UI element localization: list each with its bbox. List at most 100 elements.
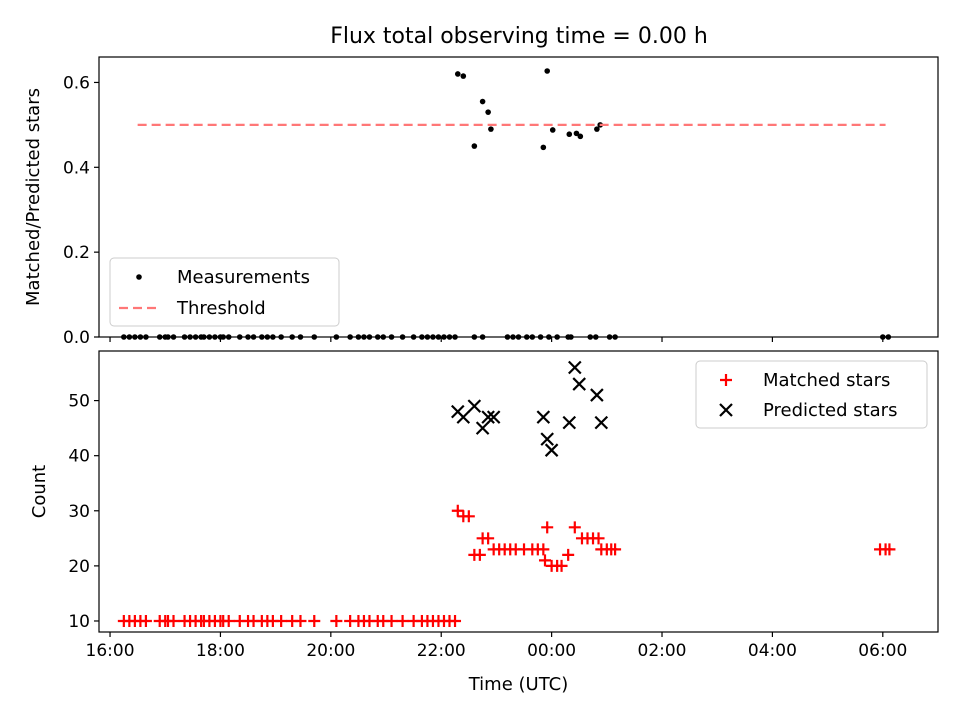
legend-dot-icon bbox=[136, 274, 142, 280]
measurement-point bbox=[430, 334, 436, 340]
predicted-star-point bbox=[456, 410, 471, 424]
measurement-point bbox=[479, 334, 486, 340]
measurement-point bbox=[441, 334, 447, 340]
measurement-point bbox=[137, 334, 144, 340]
predicted-star-point bbox=[594, 415, 609, 430]
y-tick-label: 0.6 bbox=[63, 73, 90, 93]
x-tick-label: 00:00 bbox=[527, 641, 576, 661]
predicted-star-point bbox=[590, 388, 604, 402]
legend-label-matched: Matched stars bbox=[763, 370, 890, 391]
measurement-point bbox=[361, 334, 367, 340]
predicted-star-point bbox=[536, 410, 551, 424]
legend-box bbox=[109, 257, 340, 327]
y-tick-label: 0.0 bbox=[63, 328, 90, 348]
measurement-point bbox=[187, 334, 193, 340]
measurement-point bbox=[297, 334, 304, 340]
measurement-point bbox=[419, 334, 425, 340]
y-tick-label: 50 bbox=[68, 392, 90, 412]
matched-star-point bbox=[562, 548, 575, 561]
measurement-point bbox=[587, 334, 594, 340]
measurement-point bbox=[488, 126, 494, 132]
measurement-point bbox=[374, 334, 381, 340]
x-tick-label: 22:00 bbox=[417, 641, 466, 661]
legend-x-icon bbox=[719, 403, 733, 417]
x-tick-label: 20:00 bbox=[306, 641, 355, 661]
measurement-point bbox=[410, 334, 417, 340]
measurement-point bbox=[225, 334, 232, 340]
measurement-point bbox=[278, 334, 284, 340]
matched-star-point bbox=[538, 554, 551, 567]
predicted-star-point bbox=[486, 410, 501, 424]
predicted-star-point bbox=[568, 360, 582, 375]
matched-star-point bbox=[308, 614, 321, 627]
measurement-point bbox=[549, 127, 556, 133]
predicted-star-point bbox=[540, 432, 554, 446]
y-tick-label: 10 bbox=[68, 612, 90, 632]
measurement-point bbox=[212, 334, 218, 340]
measurement-point bbox=[485, 109, 491, 115]
predicted-star-point bbox=[481, 410, 495, 424]
measurement-point bbox=[612, 334, 618, 340]
measurement-point bbox=[515, 334, 522, 340]
measurement-point bbox=[566, 131, 573, 138]
measurement-point bbox=[568, 334, 574, 340]
measurement-point bbox=[399, 334, 406, 340]
measurement-point bbox=[435, 334, 442, 340]
matched-star-point bbox=[537, 543, 550, 556]
measurement-point bbox=[446, 334, 453, 340]
measurement-point bbox=[885, 334, 892, 340]
measurement-point bbox=[245, 334, 251, 340]
x-tick-label: 16:00 bbox=[86, 641, 135, 661]
measurement-point bbox=[594, 126, 600, 132]
x-tick-label: 04:00 bbox=[748, 641, 797, 661]
measurement-point bbox=[471, 334, 478, 340]
measurement-point bbox=[880, 334, 886, 340]
legend: Measurements Threshold bbox=[109, 257, 340, 327]
legend-box bbox=[695, 360, 928, 429]
measurement-point bbox=[366, 334, 373, 340]
measurement-point bbox=[201, 334, 207, 340]
predicted-star-point bbox=[562, 415, 577, 430]
measurement-point bbox=[452, 334, 458, 340]
measurement-point bbox=[143, 334, 149, 340]
matched-star-point bbox=[294, 614, 307, 627]
measurement-point bbox=[347, 334, 353, 340]
y-tick-label: 0.4 bbox=[63, 158, 90, 178]
y-tick-label: 0.2 bbox=[63, 243, 90, 263]
y-tick-label: 20 bbox=[68, 557, 90, 577]
matched-star-point bbox=[449, 614, 462, 627]
legend-label-predicted: Predicted stars bbox=[763, 400, 897, 421]
measurement-point bbox=[270, 334, 276, 340]
measurement-point bbox=[206, 334, 213, 340]
data-marks bbox=[121, 68, 892, 340]
measurement-point bbox=[380, 334, 387, 340]
measurement-point bbox=[504, 334, 511, 340]
matched-star-point bbox=[555, 559, 568, 572]
measurement-point bbox=[510, 334, 516, 340]
matched-star-point bbox=[883, 543, 896, 556]
predicted-star-point bbox=[475, 421, 490, 435]
x-tick-label: 02:00 bbox=[638, 641, 687, 661]
measurement-point bbox=[220, 334, 226, 340]
matched-star-point bbox=[275, 614, 288, 627]
measurement-point bbox=[546, 334, 552, 340]
matched-star-point bbox=[222, 614, 235, 627]
predicted-star-point bbox=[544, 443, 559, 457]
matched-star-point bbox=[473, 548, 486, 561]
measurement-point bbox=[132, 334, 138, 340]
measurement-point bbox=[460, 73, 467, 79]
measurement-point bbox=[192, 334, 199, 340]
matched-star-point bbox=[462, 510, 475, 523]
matched-star-point bbox=[385, 614, 398, 627]
measurement-point bbox=[424, 334, 431, 340]
measurement-point bbox=[259, 334, 265, 340]
chart-title: Flux total observing time = 0.00 h bbox=[330, 24, 708, 49]
measurement-point bbox=[523, 334, 530, 340]
matched-star-point bbox=[482, 532, 495, 545]
y-axis-label: Matched/Predicted stars bbox=[23, 88, 44, 306]
legend: Matched stars Predicted stars bbox=[695, 360, 928, 429]
bottom-panel: 10 20 30 40 50 16:00 18:00 20:00 22:00 00:00 02:00… bbox=[29, 350, 939, 695]
matched-star-point bbox=[609, 543, 622, 556]
x-tick-label: 06:00 bbox=[858, 641, 907, 661]
